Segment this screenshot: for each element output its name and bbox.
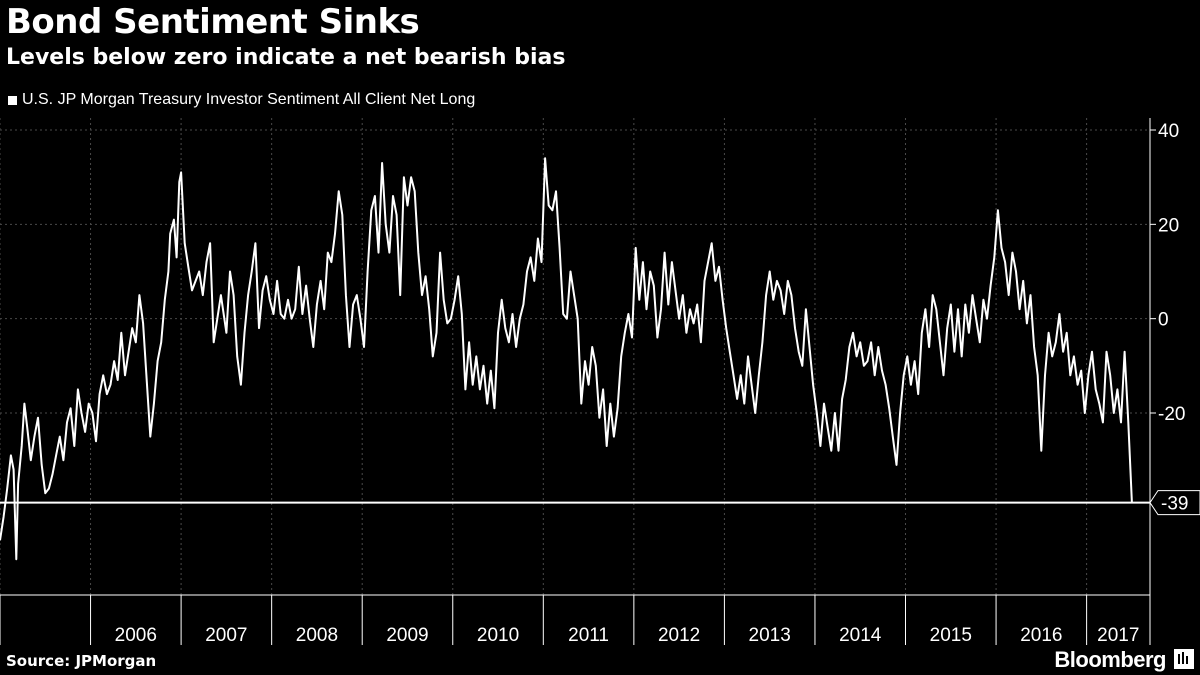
x-tick-label: 2015 — [930, 625, 972, 646]
x-tick-label: 2009 — [386, 625, 428, 646]
legend-label: U.S. JP Morgan Treasury Investor Sentime… — [22, 91, 476, 108]
x-tick-label: 2012 — [658, 625, 700, 646]
chart-title: Bond Sentiment Sinks — [6, 2, 420, 42]
x-tick-label: 2017 — [1097, 625, 1139, 646]
bloomberg-logo: Bloomberg — [1054, 647, 1166, 672]
x-tick-label: 2008 — [296, 625, 338, 646]
chart-subtitle: Levels below zero indicate a net bearish… — [6, 45, 566, 70]
value-callout-label: -39 — [1161, 494, 1188, 515]
value-callout-box — [1149, 490, 1200, 516]
y-tick-label: -20 — [1158, 404, 1185, 425]
x-tick-label: 2014 — [839, 625, 882, 646]
x-tick-label: 2013 — [749, 625, 791, 646]
legend-swatch — [8, 95, 17, 105]
x-tick-label: 2016 — [1020, 625, 1062, 646]
x-tick-label: 2010 — [477, 625, 519, 646]
legend: U.S. JP Morgan Treasury Investor Sentime… — [8, 91, 475, 109]
x-tick-label: 2011 — [568, 625, 609, 646]
bloomberg-terminal-icon — [1174, 649, 1194, 669]
y-tick-label: 0 — [1158, 310, 1169, 331]
series-line — [0, 157, 1133, 561]
x-tick-label: 2006 — [115, 625, 157, 646]
y-tick-label: 20 — [1158, 215, 1179, 236]
y-tick-label: 40 — [1158, 121, 1179, 142]
x-tick-label: 2007 — [205, 625, 247, 646]
source-note: Source: JPMorgan — [6, 652, 157, 670]
